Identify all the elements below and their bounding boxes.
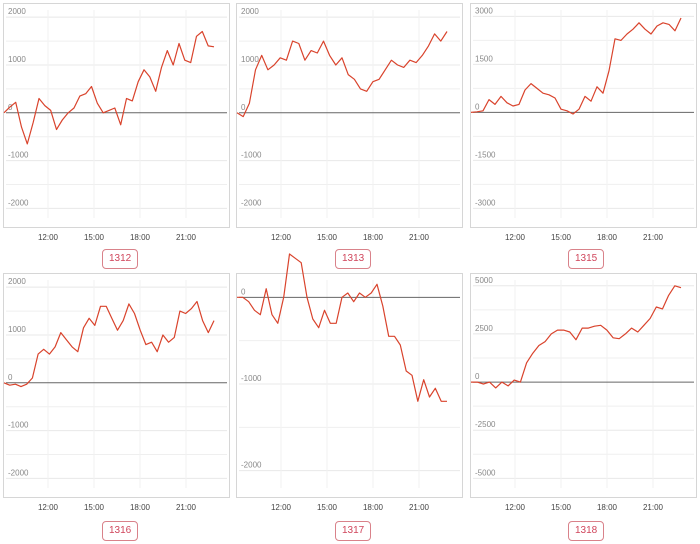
y-tick-label: 0 (8, 103, 13, 112)
y-tick-label: 5000 (475, 276, 493, 285)
chart-svg: 5000 2500 0 -2500 -5000 12:00 15:00 18:00 21:00 (471, 276, 694, 512)
y-tick-label: -2000 (241, 198, 262, 207)
x-tick-label: 15:00 (84, 233, 105, 242)
y-tick-label: 0 (8, 373, 13, 382)
x-tick-label: 21:00 (176, 503, 197, 512)
chart-panel: 2000 1000 0 -1000 -2000 12:00 15:00 18:00 21:00 (3, 273, 230, 512)
y-tick-label: 1000 (8, 55, 26, 64)
chart-label-button[interactable]: 1316 (102, 521, 139, 541)
y-tick-label: -3000 (475, 198, 496, 207)
chart-panel: 0 -1000 -2000 12:00 15:00 18:00 21:00 (236, 253, 463, 512)
chart-label-button[interactable]: 1313 (335, 249, 372, 269)
series-line (3, 30, 215, 145)
y-tick-label: -5000 (475, 468, 496, 477)
x-tick-label: 21:00 (409, 233, 430, 242)
chart-svg: 0 -1000 -2000 12:00 15:00 18:00 21:00 (237, 253, 460, 512)
y-tick-label: -1000 (241, 374, 262, 383)
x-tick-label: 15:00 (317, 233, 338, 242)
chart-label-button[interactable]: 1318 (568, 521, 605, 541)
series-line (470, 17, 682, 115)
y-tick-label: 0 (241, 287, 246, 296)
x-tick-label: 12:00 (271, 233, 292, 242)
x-tick-label: 15:00 (317, 503, 338, 512)
x-tick-label: 18:00 (130, 233, 151, 242)
y-tick-label: -2000 (241, 461, 262, 470)
y-tick-label: 3000 (475, 6, 493, 15)
x-tick-label: 21:00 (643, 503, 664, 512)
series-line (3, 300, 215, 388)
x-tick-label: 12:00 (271, 503, 292, 512)
x-tick-label: 15:00 (551, 503, 572, 512)
y-tick-label: -1500 (475, 150, 496, 159)
chart-panel: 2000 1000 0 -1000 -2000 12:00 15:00 18:00 21:00 (236, 3, 463, 242)
x-tick-label: 21:00 (176, 233, 197, 242)
x-tick-label: 18:00 (597, 233, 618, 242)
y-tick-label: 2000 (8, 7, 26, 16)
y-tick-label: 1500 (475, 54, 493, 63)
y-tick-label: 1000 (8, 325, 26, 334)
y-tick-label: 0 (241, 103, 246, 112)
series-line (236, 31, 448, 118)
y-tick-label: 2500 (475, 324, 493, 333)
x-tick-label: 21:00 (643, 233, 664, 242)
chart-label-button[interactable]: 1315 (568, 249, 605, 269)
chart-svg: 2000 1000 0 -1000 -2000 12:00 15:00 18:00 21:00 (3, 7, 227, 242)
x-tick-label: 12:00 (505, 503, 526, 512)
x-tick-label: 18:00 (597, 503, 618, 512)
x-tick-label: 15:00 (84, 503, 105, 512)
y-tick-label: -1000 (241, 151, 262, 160)
chart-svg: 2000 1000 0 -1000 -2000 12:00 15:00 18:00 21:00 (3, 277, 227, 512)
series-line (237, 253, 447, 402)
x-tick-label: 15:00 (551, 233, 572, 242)
x-tick-label: 18:00 (363, 233, 384, 242)
x-tick-label: 18:00 (130, 503, 151, 512)
x-tick-label: 18:00 (363, 503, 384, 512)
y-tick-label: 0 (475, 372, 480, 381)
x-tick-label: 12:00 (38, 233, 59, 242)
x-tick-label: 21:00 (409, 503, 430, 512)
y-tick-label: 0 (475, 102, 480, 111)
y-tick-label: 1000 (241, 55, 259, 64)
chart-panel: 2000 1000 0 -1000 -2000 12:00 15:00 18:00 21:00 (3, 3, 230, 242)
y-tick-label: -2500 (475, 420, 496, 429)
y-tick-label: -2000 (8, 198, 29, 207)
chart-label-button[interactable]: 1317 (335, 521, 372, 541)
chart-svg: 2000 1000 0 -1000 -2000 12:00 15:00 18:00 21:00 (236, 7, 460, 242)
y-tick-label: -1000 (8, 421, 29, 430)
chart-svg: 3000 1500 0 -1500 -3000 12:00 15:00 18:00 21:00 (470, 6, 694, 242)
chart-label-button[interactable]: 1312 (102, 249, 139, 269)
chart-panel: 3000 1500 0 -1500 -3000 12:00 15:00 18:00 21:00 (470, 3, 697, 242)
x-tick-label: 12:00 (505, 233, 526, 242)
y-tick-label: -2000 (8, 468, 29, 477)
series-line (471, 285, 682, 389)
y-tick-label: -1000 (8, 151, 29, 160)
y-tick-label: 2000 (8, 277, 26, 286)
x-tick-label: 12:00 (38, 503, 59, 512)
chart-panel: 5000 2500 0 -2500 -5000 12:00 15:00 18:00 21:00 (470, 273, 697, 512)
y-tick-label: 2000 (241, 7, 259, 16)
